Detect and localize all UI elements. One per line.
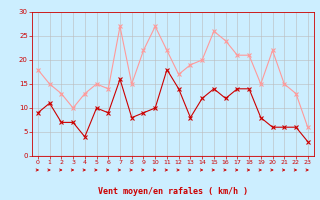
Text: Vent moyen/en rafales ( km/h ): Vent moyen/en rafales ( km/h ) — [98, 187, 248, 196]
